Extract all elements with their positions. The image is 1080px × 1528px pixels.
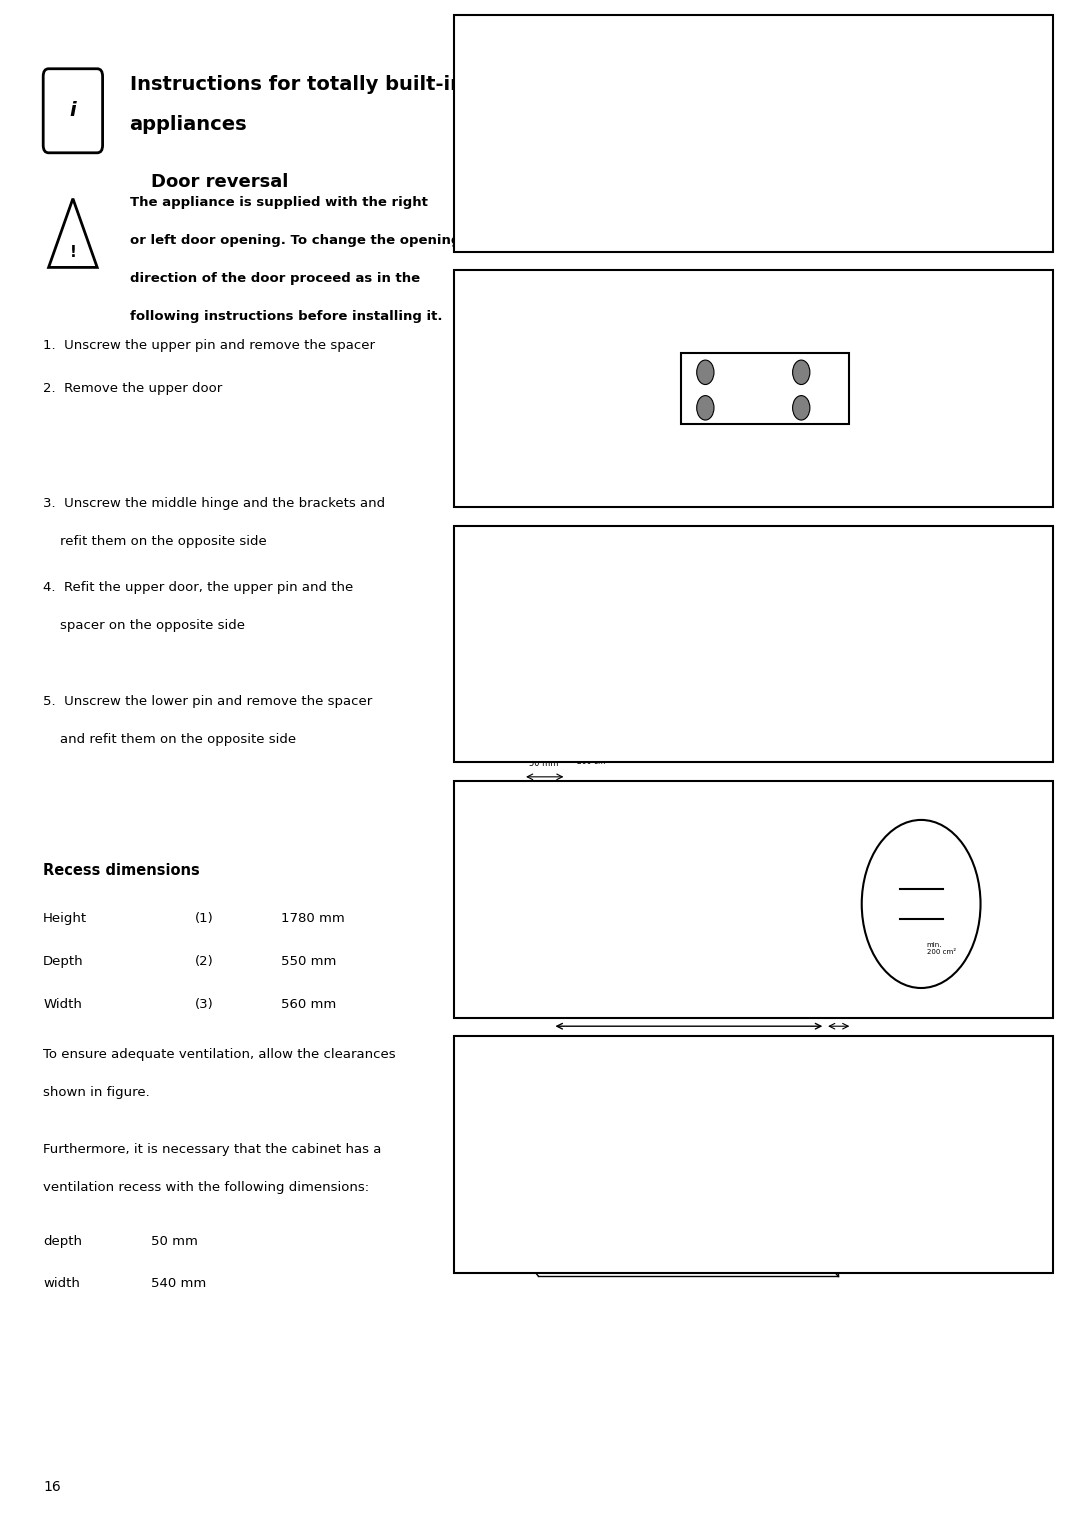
Text: (1): (1) (194, 912, 213, 926)
Text: 5.  Unscrew the lower pin and remove the spacer: 5. Unscrew the lower pin and remove the … (43, 695, 373, 709)
Text: min.
200 cm²: min. 200 cm² (577, 747, 609, 766)
Text: Instructions for totally built-in: Instructions for totally built-in (130, 75, 463, 93)
Bar (454, 270, 1053, 507)
Text: 1: 1 (724, 1199, 734, 1215)
Circle shape (697, 396, 714, 420)
Text: 1780 mm: 1780 mm (281, 912, 345, 926)
Bar (681, 353, 849, 425)
Text: To ensure adequate ventilation, allow the clearances: To ensure adequate ventilation, allow th… (43, 1048, 396, 1062)
Text: 2.  Remove the upper door: 2. Remove the upper door (43, 382, 222, 396)
Text: spacer on the opposite side: spacer on the opposite side (43, 619, 245, 633)
Text: 4.  Refit the upper door, the upper pin and the: 4. Refit the upper door, the upper pin a… (43, 581, 353, 594)
Text: width: width (43, 1277, 80, 1291)
Circle shape (793, 396, 810, 420)
Text: Width: Width (43, 998, 82, 1012)
Bar (454, 526, 1053, 762)
Text: Depth: Depth (43, 955, 84, 969)
Text: Furthermore, it is necessary that the cabinet has a: Furthermore, it is necessary that the ca… (43, 1143, 381, 1157)
Text: 540: 540 (653, 1001, 675, 1012)
Text: depth: depth (43, 1235, 82, 1248)
Bar (454, 15, 1053, 252)
Bar (454, 1036, 1053, 1273)
Text: 16: 16 (43, 1481, 60, 1494)
Text: Height: Height (43, 912, 87, 926)
Text: 2: 2 (648, 1199, 659, 1215)
Text: 3.  Unscrew the middle hinge and the brackets and: 3. Unscrew the middle hinge and the brac… (43, 497, 386, 510)
Text: PR01: PR01 (464, 1258, 484, 1267)
Text: 50 mm: 50 mm (528, 759, 558, 769)
Text: appliances: appliances (130, 115, 247, 133)
Text: direction of the door proceed as in the: direction of the door proceed as in the (130, 272, 420, 286)
Circle shape (697, 361, 714, 385)
Text: min.
200 cm²: min. 200 cm² (927, 943, 956, 955)
Text: 3: 3 (670, 1102, 680, 1117)
Text: following instructions before installing it.: following instructions before installing… (130, 310, 442, 324)
Text: (3): (3) (194, 998, 213, 1012)
Text: 50: 50 (829, 996, 843, 1007)
Text: ventilation recess with the following dimensions:: ventilation recess with the following di… (43, 1181, 369, 1195)
Text: and refit them on the opposite side: and refit them on the opposite side (43, 733, 296, 747)
Circle shape (862, 821, 981, 989)
Text: 560 mm: 560 mm (281, 998, 336, 1012)
FancyBboxPatch shape (43, 69, 103, 153)
Text: 1.  Unscrew the upper pin and remove the spacer: 1. Unscrew the upper pin and remove the … (43, 339, 375, 353)
Text: Door reversal: Door reversal (151, 173, 288, 191)
Text: refit them on the opposite side: refit them on the opposite side (43, 535, 267, 549)
Text: (2): (2) (194, 955, 213, 969)
Circle shape (793, 361, 810, 385)
Text: 540 mm: 540 mm (151, 1277, 206, 1291)
Text: DAY: DAY (464, 1002, 480, 1012)
Text: or left door opening. To change the opening: or left door opening. To change the open… (130, 234, 460, 248)
Text: shown in figure.: shown in figure. (43, 1086, 150, 1100)
Text: i: i (69, 101, 77, 121)
Bar (454, 781, 1053, 1018)
Text: The appliance is supplied with the right: The appliance is supplied with the right (130, 196, 428, 209)
Text: 550 mm: 550 mm (281, 955, 336, 969)
Text: Recess dimensions: Recess dimensions (43, 863, 200, 879)
Text: 50 mm: 50 mm (151, 1235, 198, 1248)
Text: !: ! (69, 244, 77, 260)
